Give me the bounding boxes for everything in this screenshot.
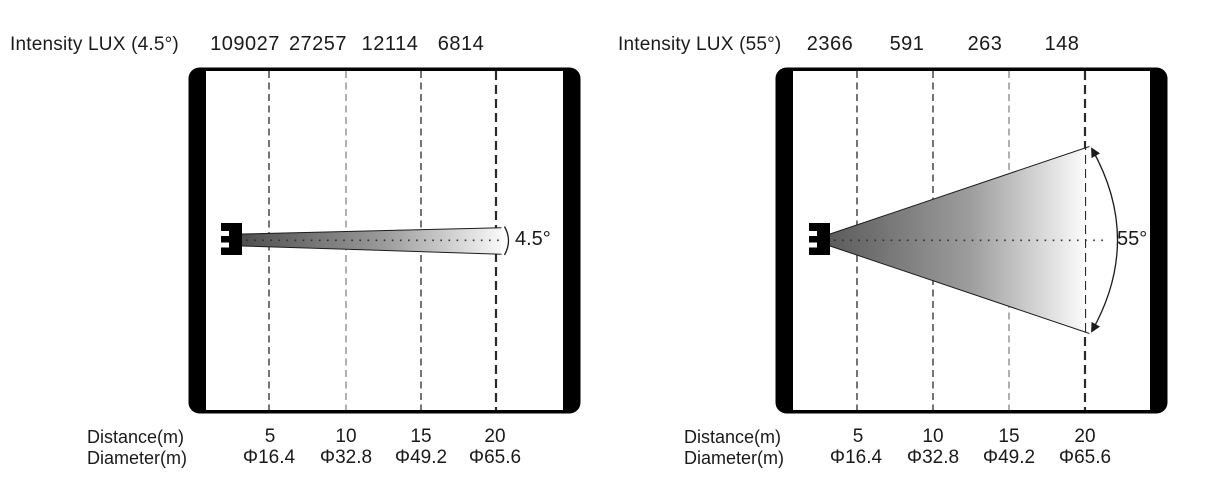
distance-value: 5 (852, 426, 864, 447)
light-fixture-icon (809, 223, 830, 255)
light-fixture-icon (221, 223, 242, 255)
intensity-header-label: Intensity LUX (55°) (618, 34, 782, 55)
beam-angle-label: 55° (1117, 228, 1148, 250)
diameter-value: Φ32.8 (906, 447, 960, 468)
diameter-value: Φ16.4 (829, 447, 883, 468)
diameter-row-label: Diameter(m) (87, 448, 188, 468)
diameter-row-label: Diameter(m) (684, 448, 785, 468)
beam-diagram-wide (775, 67, 1168, 414)
intensity-header-label: Intensity LUX (4.5°) (10, 34, 179, 55)
distance-value: 20 (1074, 426, 1096, 447)
beam-cone (242, 228, 501, 254)
diameter-value: Φ32.8 (319, 447, 373, 468)
distance-value: 10 (922, 426, 944, 447)
intensity-value: 12114 (361, 33, 419, 55)
intensity-value: 2366 (806, 33, 854, 55)
intensity-value: 27257 (288, 33, 348, 55)
diameter-value: Φ49.2 (982, 447, 1036, 468)
diameter-value: Φ65.6 (1058, 447, 1112, 468)
angle-arc (503, 226, 510, 256)
beam-diagram-narrow (188, 67, 581, 414)
distance-value: 20 (484, 426, 506, 447)
distance-row-label: Distance(m) (87, 427, 185, 447)
distance-value: 15 (410, 426, 432, 447)
distance-value: 15 (998, 426, 1020, 447)
beam-cone (830, 148, 1085, 332)
distance-value: 10 (335, 426, 357, 447)
diameter-value: Φ49.2 (394, 447, 448, 468)
distance-row-label: Distance(m) (684, 427, 782, 447)
intensity-value: 591 (889, 33, 925, 55)
diameter-value: Φ16.4 (242, 447, 296, 468)
intensity-value: 148 (1044, 33, 1080, 55)
beam-angle-label: 4.5° (515, 228, 551, 250)
angle-arc (1091, 147, 1119, 333)
distance-value: 5 (264, 426, 276, 447)
intensity-value: 6814 (437, 33, 485, 55)
intensity-value: 109027 (210, 33, 280, 55)
diameter-value: Φ65.6 (468, 447, 522, 468)
intensity-value: 263 (967, 33, 1003, 55)
